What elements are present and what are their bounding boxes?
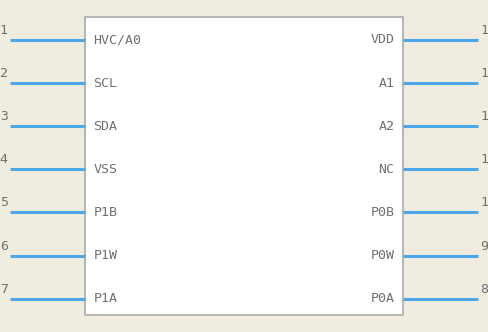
Text: VSS: VSS [93,163,118,176]
Text: 14: 14 [480,24,488,37]
Text: 13: 13 [480,67,488,80]
Text: 2: 2 [0,67,8,80]
Text: P0W: P0W [370,249,395,262]
Text: 7: 7 [0,283,8,296]
Text: P0A: P0A [370,292,395,305]
Text: 5: 5 [0,197,8,209]
Text: SDA: SDA [93,120,118,133]
Text: SCL: SCL [93,76,118,90]
Text: VDD: VDD [370,33,395,46]
Text: 1: 1 [0,24,8,37]
Text: 10: 10 [480,197,488,209]
Text: P1W: P1W [93,249,118,262]
Text: 12: 12 [480,110,488,123]
Text: 3: 3 [0,110,8,123]
Text: 9: 9 [480,240,488,253]
Text: P0B: P0B [370,206,395,219]
Text: A2: A2 [379,120,395,133]
Text: HVC/A0: HVC/A0 [93,33,142,46]
Text: 8: 8 [480,283,488,296]
Text: NC: NC [379,163,395,176]
Text: P1A: P1A [93,292,118,305]
Text: 6: 6 [0,240,8,253]
Text: P1B: P1B [93,206,118,219]
Text: 4: 4 [0,153,8,166]
Text: 11: 11 [480,153,488,166]
Bar [85,17,403,315]
Text: A1: A1 [379,76,395,90]
